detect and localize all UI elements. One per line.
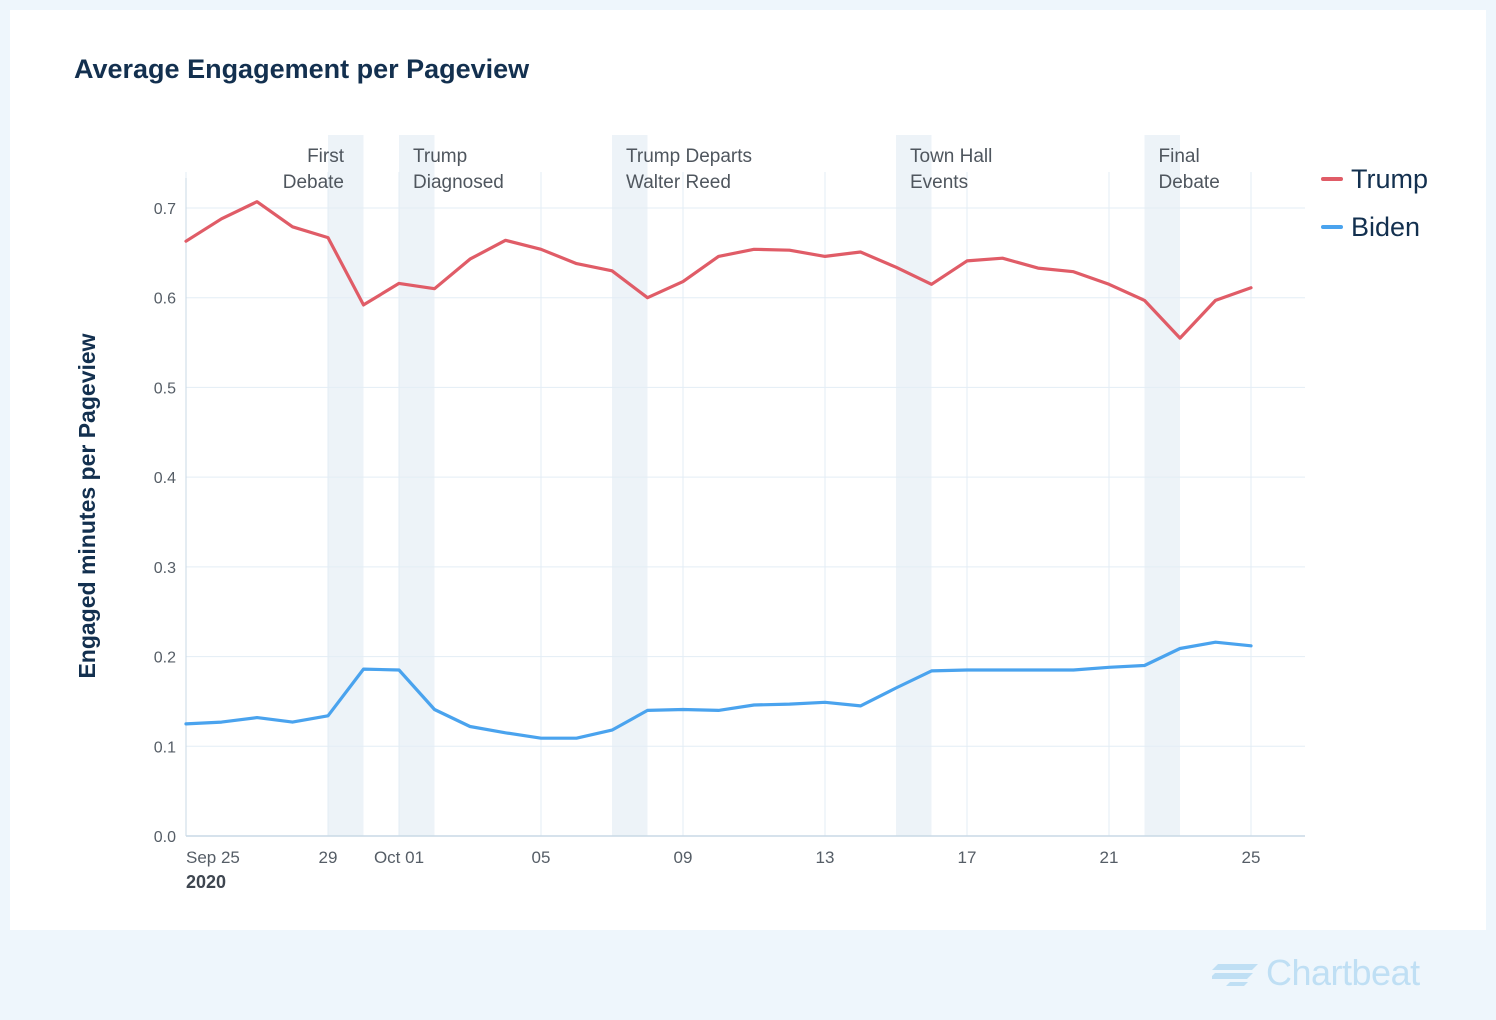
x-tick-label: Sep 25 [186, 848, 240, 867]
event-band-2 [612, 135, 648, 836]
chart-title: Average Engagement per Pageview [74, 54, 530, 84]
event-label-2: Trump Departs Walter Reed [626, 146, 752, 193]
y-tick-label: 0.2 [154, 650, 176, 667]
event-band-3 [896, 135, 932, 836]
event-label-line: Walter Reed [626, 172, 731, 193]
event-label-line: Diagnosed [413, 172, 504, 193]
event-label-line: Town Hall [910, 146, 992, 167]
event-band-4 [1144, 135, 1180, 836]
legend: Trump Biden [1321, 164, 1428, 242]
event-band-1 [399, 135, 435, 836]
y-axis-label: Engaged minutes per Pageview [74, 333, 100, 678]
x-tick-label: 17 [958, 848, 977, 867]
x-tick-label: 29 [319, 848, 338, 867]
event-label-4: Final Debate [1159, 146, 1220, 193]
y-tick-label: 0.1 [154, 739, 176, 756]
y-tick-label: 0.5 [154, 380, 176, 397]
series-lines [184, 200, 1253, 740]
legend-label-biden: Biden [1351, 212, 1420, 242]
x-tick-label: Oct 01 [374, 848, 424, 867]
y-tick-label: 0.7 [154, 201, 176, 218]
event-label-line: Final [1159, 146, 1200, 167]
event-highlights [328, 135, 1180, 836]
event-label-line: First [307, 146, 345, 167]
x-tick-label: 21 [1100, 848, 1119, 867]
event-label-line: Debate [283, 172, 344, 193]
x-tick-label: 13 [816, 848, 835, 867]
chart-card [10, 10, 1486, 930]
x-tick-label: 09 [674, 848, 693, 867]
axes: 0.0 0.1 0.2 0.3 0.4 0.5 0.6 0.7 Sep 25 29 Oct 01 05… [154, 178, 1305, 892]
x-tick-label: 25 [1242, 848, 1261, 867]
event-label-0: First Debate [283, 146, 345, 193]
event-labels: First Debate Trump Diagnosed Trump Departs Wa… [283, 146, 1220, 193]
event-label-1: Trump Diagnosed [413, 146, 504, 193]
y-tick-label: 0.6 [154, 291, 176, 308]
y-tick-label: 0.4 [154, 470, 176, 487]
event-label-line: Debate [1159, 172, 1220, 193]
legend-label-trump: Trump [1351, 164, 1428, 194]
chartbeat-wordmark: Chartbeat [1266, 952, 1420, 993]
event-label-3: Town Hall Events [910, 146, 992, 193]
y-tick-label: 0.0 [154, 829, 176, 846]
chartbeat-logo: Chartbeat [1212, 952, 1420, 994]
event-label-line: Trump Departs [626, 146, 752, 167]
x-year-label: 2020 [186, 872, 226, 892]
x-tick-label: 05 [532, 848, 551, 867]
event-label-line: Trump [413, 146, 467, 167]
event-label-line: Events [910, 172, 968, 193]
chartbeat-logo-icon [1212, 964, 1258, 986]
event-band-0 [328, 135, 364, 836]
y-tick-label: 0.3 [154, 560, 176, 577]
